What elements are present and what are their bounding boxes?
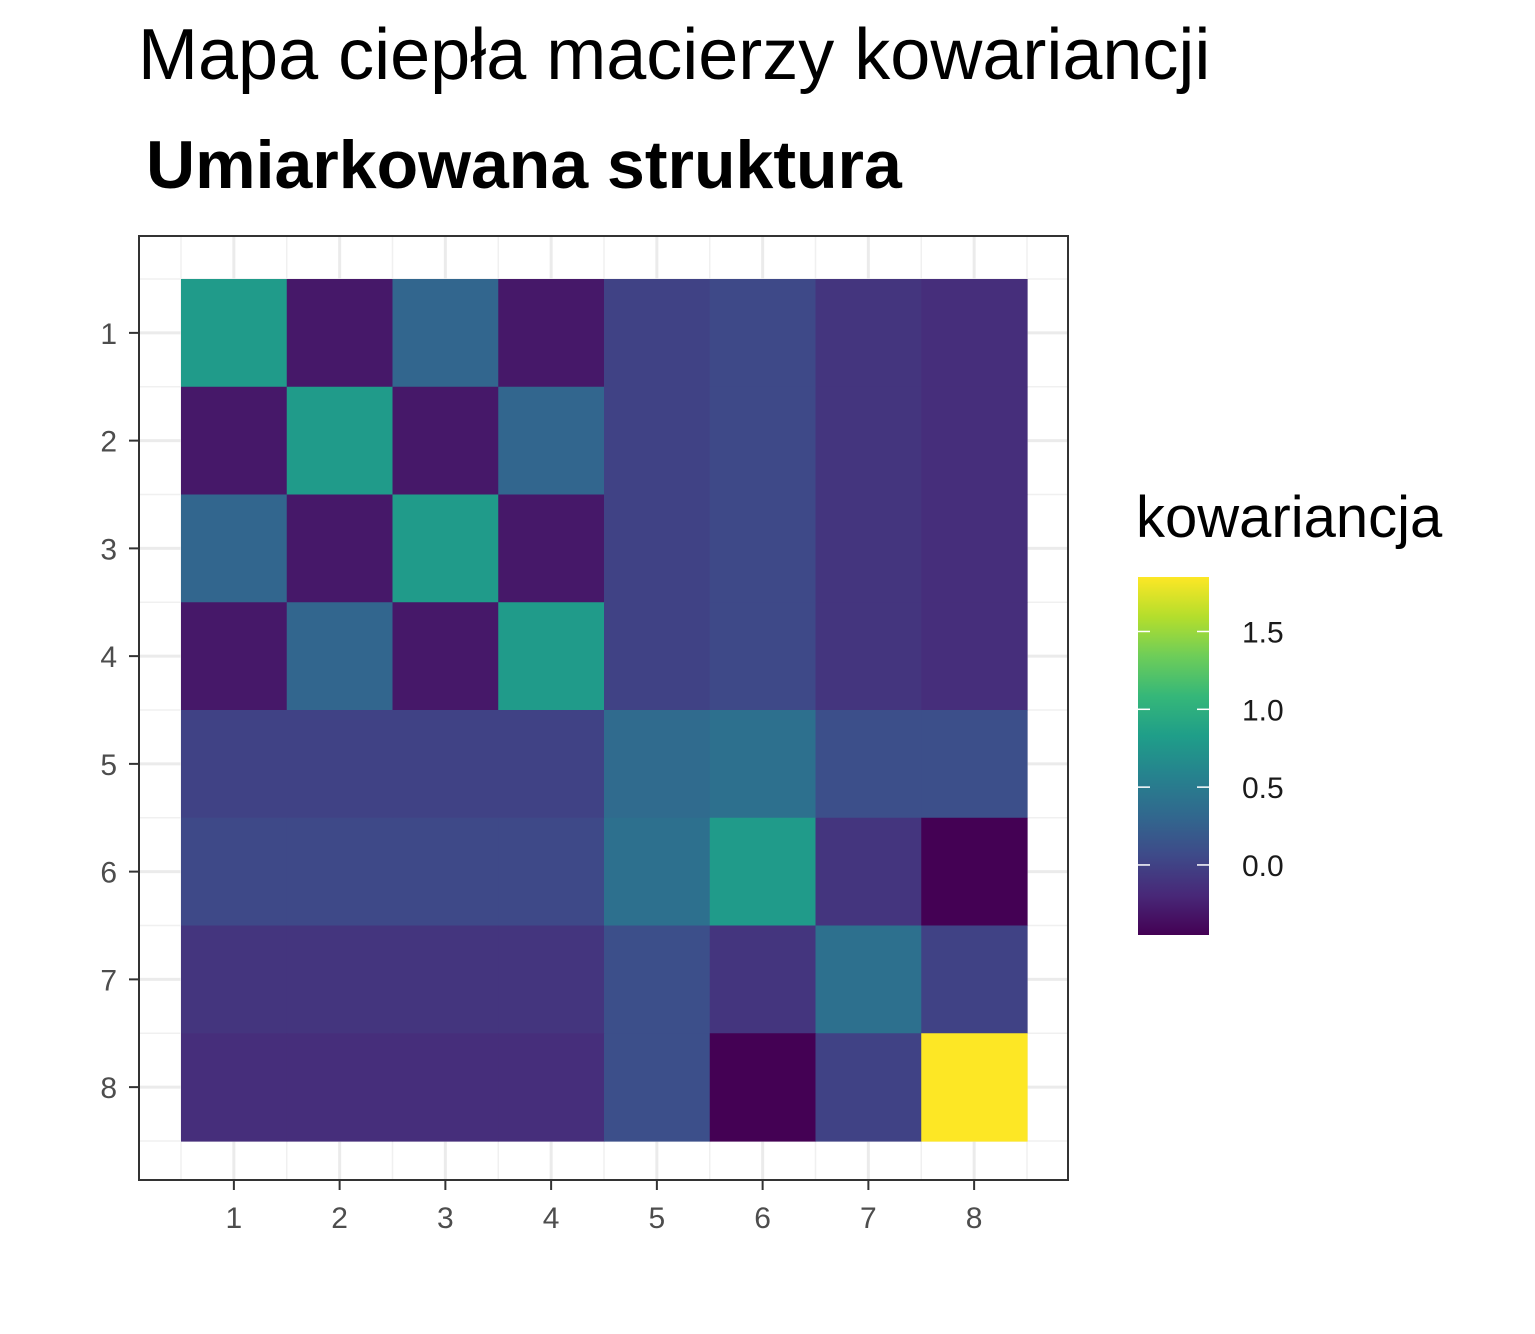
heatmap-cell [604,1033,711,1142]
heatmap-cell [604,386,711,496]
heatmap-cell [392,279,499,388]
legend: kowariancja 1.5 1.0 0.5 0.0 [1136,485,1443,935]
heatmap-cell [709,710,817,819]
heatmap-cell [604,279,711,388]
legend-tick-label: 1.5 [1242,616,1284,649]
heatmap-cell [921,494,1028,603]
heatmap-cell [181,1033,288,1142]
heatmap-cell [392,602,499,711]
heatmap-cell [604,925,711,1034]
y-tick-label: 1 [100,318,117,351]
heatmap-cell [815,925,922,1034]
heatmap-cell [286,817,394,927]
heatmap-cell [709,279,817,388]
x-tick-label: 6 [754,1202,771,1235]
x-tick-label: 4 [543,1202,560,1235]
heatmap-cell [181,602,288,711]
x-tick-label: 2 [331,1202,348,1235]
y-tick-label: 4 [100,641,117,674]
heatmap-cell [286,710,394,819]
x-tick-label: 8 [966,1202,983,1235]
heatmap-cell [181,494,288,603]
legend-tick-label: 0.5 [1242,772,1284,805]
heatmap-cell [921,710,1028,819]
heatmap-cell [815,386,922,496]
heatmap-cell [709,925,817,1034]
heatmap-cell [815,817,922,927]
heatmap-cell [498,710,605,819]
heatmap-cell [815,1033,922,1142]
x-tick-label: 5 [649,1202,666,1235]
heatmap-cell [815,494,922,603]
heatmap-cell [498,279,605,388]
panel-border [138,235,1069,1181]
heatmap-cell [392,817,499,927]
y-tick-label: 3 [100,533,117,566]
heatmap-cell [815,279,922,388]
heatmap-cell [392,925,499,1034]
heatmap-cell [181,386,288,496]
heatmap-cell [709,386,817,496]
heatmap-cell [604,602,711,711]
heatmap-cell [815,602,922,711]
heatmap-cell [921,817,1028,927]
y-tick-label: 2 [100,426,117,459]
heatmap-cell [392,710,499,819]
heatmap-cell [498,602,605,711]
legend-title: kowariancja [1136,485,1443,550]
heatmap-cell [392,386,499,496]
heatmap-cell [709,1033,817,1142]
y-tick-label: 6 [100,857,117,890]
chart-subtitle: Umiarkowana struktura [146,127,902,203]
heatmap-cell [921,386,1028,496]
heatmap-cell [181,710,288,819]
heatmap-cell [498,494,605,603]
heatmap-cell [392,494,499,603]
heatmap-cell [498,386,605,496]
heatmap-cell [709,602,817,711]
heatmap-cell [286,279,394,388]
heatmap-cell [181,925,288,1034]
axes: 1 2 3 4 5 6 7 8 1 2 3 4 5 6 7 8 [100,318,982,1235]
heatmap-cell [604,494,711,603]
heatmap-cell [709,817,817,927]
heatmap-cell [604,817,711,927]
heatmap-cell [498,817,605,927]
chart-title: Mapa ciepła macierzy kowariancji [138,15,1211,95]
x-tick-label: 7 [860,1202,877,1235]
heatmap-cell [181,817,288,927]
heatmap-cell [921,279,1028,388]
x-tick-label: 1 [226,1202,243,1235]
heatmap-cell [392,1033,499,1142]
heatmap-cell [498,1033,605,1142]
heatmap-cell [286,925,394,1034]
heatmap-cell [286,494,394,603]
legend-tick-label: 0.0 [1242,850,1284,883]
heatmap-cell [286,1033,394,1142]
heatmap-cell [181,279,288,388]
heatmap-cell [498,925,605,1034]
heatmap-cell [921,1033,1028,1142]
heatmap-cell [815,710,922,819]
legend-colorbar [1138,577,1209,935]
heatmap-cell [921,925,1028,1034]
heatmap-cell [709,494,817,603]
heatmap-cell [921,602,1028,711]
heatmap-cell [286,386,394,496]
heatmap-cells [181,279,1028,1142]
x-tick-label: 3 [437,1202,454,1235]
y-tick-label: 7 [100,964,117,997]
y-tick-label: 5 [100,749,117,782]
y-tick-label: 8 [100,1072,117,1105]
heatmap-cell [286,602,394,711]
heatmap-cell [604,710,711,819]
legend-tick-label: 1.0 [1242,694,1284,727]
